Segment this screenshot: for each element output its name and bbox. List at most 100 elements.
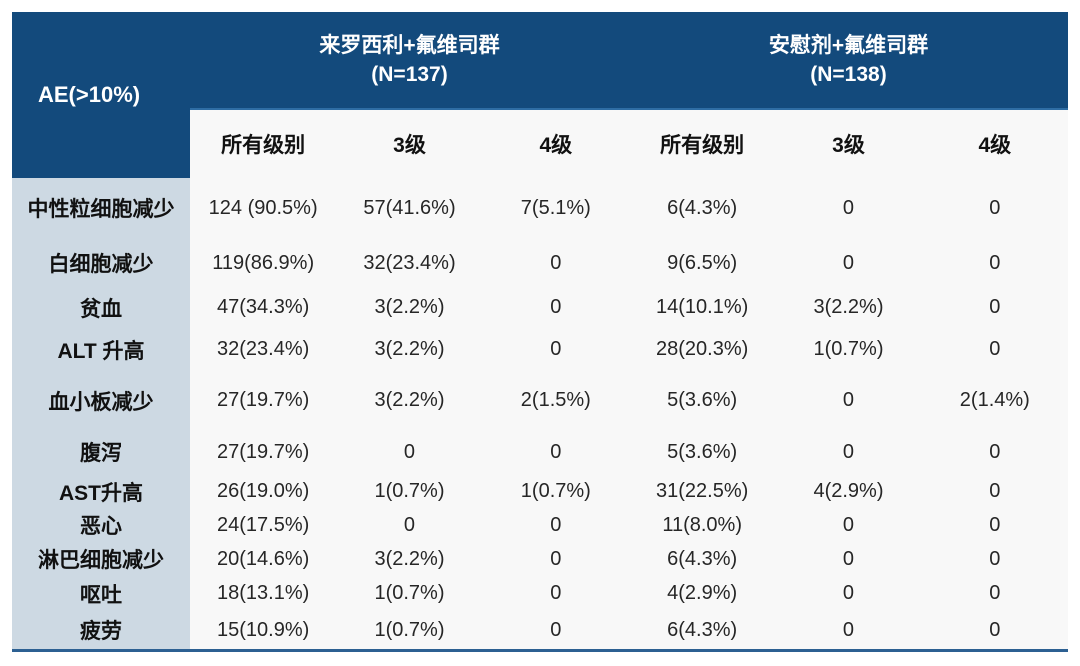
group-header-placebo-n: (N=138) (810, 63, 887, 86)
table-row: 白细胞减少 119(86.9%) 32(23.4%) 0 9(6.5%) 0 0 (12, 238, 1068, 288)
table-body: 中性粒细胞减少 124 (90.5%) 57(41.6%) 7(5.1%) 6(4.3%… (12, 178, 1068, 649)
cell: 28(20.3%) (656, 338, 749, 360)
cell: 31(22.5%) (656, 480, 749, 502)
row-label: 呕吐 (12, 576, 190, 611)
cell: 0 (989, 296, 1001, 318)
row-label: 疲劳 (12, 611, 190, 649)
table-bottom-border (12, 649, 1068, 652)
cell: 3(2.2%) (374, 338, 445, 360)
row-label: 贫血 (12, 288, 190, 327)
row-label: 白细胞减少 (12, 238, 190, 288)
cell: 0 (842, 389, 855, 411)
column-header: 3级 (336, 110, 483, 178)
cell: 0 (550, 440, 562, 463)
cell: 0 (842, 251, 855, 274)
cell: 124 (90.5%) (208, 196, 318, 219)
row-label: AST升高 (12, 475, 190, 508)
table-row: 疲劳 15(10.9%) 1(0.7%) 0 6(4.3%) 0 0 (12, 611, 1068, 649)
cell: 1(0.7%) (813, 338, 884, 360)
cell: 5(3.6%) (667, 389, 738, 411)
cell: 7(5.1%) (520, 196, 591, 219)
group-header-placebo-label: 安慰剂+氟维司群 (768, 33, 929, 57)
cell: 0 (550, 296, 562, 318)
cell: 6(4.3%) (667, 196, 738, 219)
table-row: ALT 升高 32(23.4%) 3(2.2%) 0 28(20.3%) 1(0.7%) 0 (12, 327, 1068, 372)
cell: 0 (989, 440, 1001, 463)
row-label: 血小板减少 (12, 372, 190, 429)
row-label: 淋巴细胞减少 (12, 542, 190, 576)
cell: 20(14.6%) (217, 547, 310, 570)
cell: 27(19.7%) (217, 440, 310, 463)
column-header: 所有级别 (628, 110, 776, 178)
table-row: 恶心 24(17.5%) 0 0 11(8.0%) 0 0 (12, 508, 1068, 542)
table-row: 贫血 47(34.3%) 3(2.2%) 0 14(10.1%) 3(2.2%) 0 (12, 288, 1068, 327)
cell: 57(41.6%) (363, 196, 456, 219)
cell: 3(2.2%) (374, 389, 445, 411)
cell: 27(19.7%) (217, 389, 310, 411)
cell: 0 (989, 547, 1001, 570)
cell: 3(2.2%) (374, 547, 445, 570)
cell: 26(19.0%) (217, 480, 310, 502)
group-header-treatment: 来罗西利+氟维司群 (N=137) (190, 12, 629, 110)
cell: 0 (842, 440, 855, 463)
cell: 11(8.0%) (662, 513, 742, 536)
cell: 0 (403, 440, 416, 463)
cell: 6(4.3%) (667, 618, 738, 641)
cell: 3(2.2%) (374, 296, 445, 318)
cell: 2(1.4%) (959, 389, 1030, 411)
cell: 5(3.6%) (667, 440, 738, 463)
cell: 0 (550, 338, 562, 360)
cell: 3(2.2%) (813, 296, 884, 318)
cell: 0 (550, 251, 562, 274)
table-row: 呕吐 18(13.1%) 1(0.7%) 0 4(2.9%) 0 0 (12, 576, 1068, 611)
cell: 0 (989, 582, 1001, 604)
corner-header: AE(>10%) (12, 12, 190, 178)
cell: 0 (403, 513, 416, 536)
row-label: 恶心 (12, 508, 190, 542)
table-row: 中性粒细胞减少 124 (90.5%) 57(41.6%) 7(5.1%) 6(4.3%… (12, 178, 1068, 238)
table-row: 血小板减少 27(19.7%) 3(2.2%) 2(1.5%) 5(3.6%) 0 2(1.… (12, 372, 1068, 429)
cell: 0 (842, 547, 855, 570)
cell: 0 (989, 618, 1001, 641)
cell: 1(0.7%) (374, 480, 445, 502)
row-label: 中性粒细胞减少 (12, 178, 190, 238)
row-label: 腹泻 (12, 429, 190, 475)
cell: 32(23.4%) (217, 338, 310, 360)
group-header-treatment-n: (N=137) (371, 63, 448, 86)
column-header: 所有级别 (190, 110, 337, 178)
table-header: AE(>10%) 来罗西利+氟维司群 (N=137) 安慰剂+氟维司群 (N=1… (12, 12, 1068, 178)
cell: 4(2.9%) (813, 480, 884, 502)
adverse-events-table: AE(>10%) 来罗西利+氟维司群 (N=137) 安慰剂+氟维司群 (N=1… (12, 12, 1068, 652)
column-header: 4级 (482, 110, 629, 178)
column-header: 3级 (775, 110, 922, 178)
cell: 119(86.9%) (212, 251, 315, 274)
cell: 0 (989, 251, 1001, 274)
cell: 0 (842, 582, 855, 604)
table-row: AST升高 26(19.0%) 1(0.7%) 1(0.7%) 31(22.5%) 4(2… (12, 475, 1068, 508)
cell: 0 (842, 618, 855, 641)
cell: 0 (550, 513, 562, 536)
cell: 4(2.9%) (667, 582, 738, 604)
row-label: ALT 升高 (12, 327, 190, 372)
cell: 15(10.9%) (217, 618, 310, 641)
cell: 0 (989, 196, 1001, 219)
cell: 1(0.7%) (374, 582, 445, 604)
cell: 1(0.7%) (374, 618, 445, 641)
column-header: 4级 (921, 110, 1068, 178)
cell: 18(13.1%) (217, 582, 310, 604)
cell: 0 (842, 196, 855, 219)
cell: 1(0.7%) (520, 480, 591, 502)
cell: 9(6.5%) (667, 251, 738, 274)
cell: 47(34.3%) (217, 296, 310, 318)
cell: 2(1.5%) (520, 389, 591, 411)
table-row: 淋巴细胞减少 20(14.6%) 3(2.2%) 0 6(4.3%) 0 0 (12, 542, 1068, 576)
cell: 0 (550, 582, 562, 604)
group-header-placebo: 安慰剂+氟维司群 (N=138) (628, 12, 1068, 110)
group-header-treatment-label: 来罗西利+氟维司群 (319, 33, 500, 57)
cell: 0 (989, 513, 1001, 536)
cell: 0 (550, 547, 562, 570)
cell: 0 (842, 513, 855, 536)
cell: 6(4.3%) (667, 547, 738, 570)
cell: 0 (989, 338, 1001, 360)
table-row: 腹泻 27(19.7%) 0 0 5(3.6%) 0 0 (12, 429, 1068, 475)
